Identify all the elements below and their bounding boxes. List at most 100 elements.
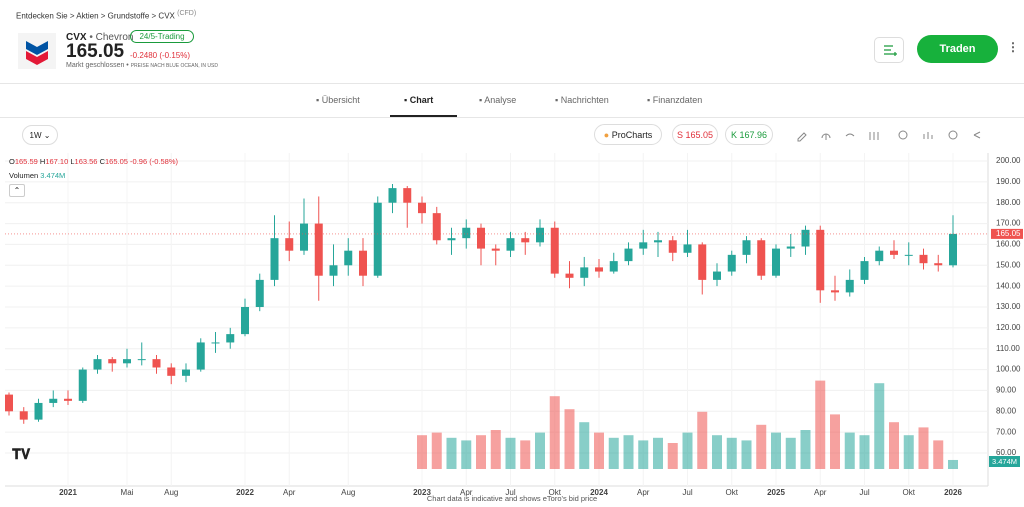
procharts-button[interactable]: ● ProCharts	[594, 124, 662, 145]
volume-bar	[918, 427, 929, 469]
x-tick-label: 2025	[767, 488, 785, 497]
y-tick-label: 190.00	[996, 177, 1021, 186]
tab[interactable]: ▪ Analyse	[479, 95, 517, 105]
x-tick-label: 2024	[590, 488, 608, 497]
candle-body	[491, 248, 500, 251]
volume-bar	[726, 437, 737, 469]
candle-body	[860, 261, 869, 280]
volume-bar	[461, 440, 472, 469]
volume-legend: Volumen 3.474M	[9, 171, 65, 180]
volume-bar	[830, 414, 840, 469]
x-tick-label: Apr	[283, 488, 296, 497]
x-tick-label: Okt	[726, 488, 739, 497]
collapse-legend[interactable]: ⌃	[9, 184, 25, 197]
volume-bar	[505, 437, 516, 469]
x-tick-label: Aug	[164, 488, 178, 497]
footer-note: Chart data is indicative and shows eToro…	[426, 494, 598, 503]
title-row: CVX • Chevron	[66, 32, 134, 43]
crumb[interactable]: Entdecken Sie	[16, 11, 68, 21]
tab[interactable]: ▪ Übersicht	[316, 95, 360, 105]
legend-value: 167.10	[45, 157, 69, 166]
crumb[interactable]: Grundstoffe	[107, 11, 150, 21]
y-tick-label: 80.00	[996, 406, 1017, 415]
candle-body	[462, 227, 471, 239]
volume-badge: 3.474M	[989, 456, 1021, 467]
candle-body	[182, 369, 190, 376]
volume-bar	[667, 443, 678, 469]
candle-body	[388, 188, 397, 203]
legend-change: -0.96 (-0.58%)	[130, 157, 178, 166]
candle-body	[919, 254, 928, 264]
legend-key: O	[9, 157, 15, 166]
x-tick-label: Jul	[682, 488, 692, 497]
market-status: Markt geschlossen	[66, 62, 125, 69]
volume-bar	[682, 432, 693, 469]
candle-body	[314, 223, 323, 276]
x-tick-label: Okt	[903, 488, 916, 497]
volume-bar	[741, 440, 752, 469]
last-price-badge	[991, 228, 1023, 239]
crumb[interactable]: Aktien	[76, 11, 99, 21]
candle-body	[64, 398, 72, 401]
volume-bar	[417, 435, 427, 469]
logo	[18, 33, 56, 69]
volume-bar	[889, 422, 899, 469]
badge: 24/5-Trading	[130, 30, 194, 43]
candle-body	[624, 248, 633, 262]
more-menu[interactable]: ⋮	[1007, 40, 1019, 54]
tab[interactable]: ▪ Chart	[404, 95, 434, 105]
interval-select[interactable]: 1W ⌄	[22, 125, 58, 145]
candle-body	[565, 273, 574, 278]
candle-body	[934, 263, 943, 266]
candle-body	[477, 227, 485, 249]
y-tick-label: 130.00	[996, 302, 1021, 311]
x-tick-label: Jul	[859, 488, 869, 497]
y-tick-label: 70.00	[996, 427, 1017, 436]
candle-body	[595, 267, 603, 272]
candle-body	[432, 213, 441, 241]
price-change: -0.2480 (-0.15%)	[130, 51, 191, 60]
candle-body	[226, 334, 235, 343]
sell-button[interactable]: S 165.05	[672, 124, 718, 145]
volume-bar	[594, 432, 604, 469]
candle-body	[713, 271, 721, 280]
x-tick-label: 2023	[413, 488, 431, 497]
legend-key: H	[39, 157, 46, 166]
y-tick-label: 120.00	[996, 323, 1021, 332]
volume-bar	[859, 435, 870, 469]
candle-body	[801, 229, 810, 247]
candle-body	[418, 202, 426, 214]
volume-bar	[446, 437, 457, 469]
candle-body	[78, 369, 87, 401]
candle-body	[609, 261, 618, 272]
volume-bar	[948, 459, 958, 469]
volume-bar	[623, 435, 634, 469]
symbol: CVX	[66, 32, 87, 43]
tv-logo: 𝐓𝐕	[12, 446, 31, 462]
candle-body	[949, 233, 957, 266]
trade-button[interactable]: Traden	[917, 35, 998, 63]
price-source: PREISE NACH BLUE OCEAN, IN USD	[130, 63, 218, 69]
buy-button[interactable]: K 167.96	[725, 124, 773, 145]
y-tick-label: 160.00	[996, 240, 1021, 249]
y-tick-label: 100.00	[996, 365, 1021, 374]
tab[interactable]: ▪ Nachrichten	[555, 95, 609, 105]
volume-bar	[638, 440, 649, 469]
volume-bar	[564, 409, 575, 469]
candle-body	[123, 359, 131, 364]
candle-body	[698, 244, 707, 280]
candle-body	[137, 359, 146, 361]
candle-body	[580, 267, 589, 278]
volume-bar	[520, 440, 531, 469]
watchlist-button[interactable]	[874, 37, 904, 63]
x-tick-label: Okt	[549, 488, 562, 497]
tab[interactable]: ▪ Finanzdaten	[647, 95, 703, 105]
candle-body	[329, 265, 338, 276]
volume-bar	[490, 430, 501, 469]
divider	[0, 83, 1024, 84]
ohlc-legend: O165.59 H167.10 L163.56 C165.05 -0.96 (-…	[9, 157, 178, 166]
candle-body	[152, 359, 161, 368]
volume-bar	[800, 430, 811, 469]
x-tick-label: Mai	[121, 488, 134, 497]
